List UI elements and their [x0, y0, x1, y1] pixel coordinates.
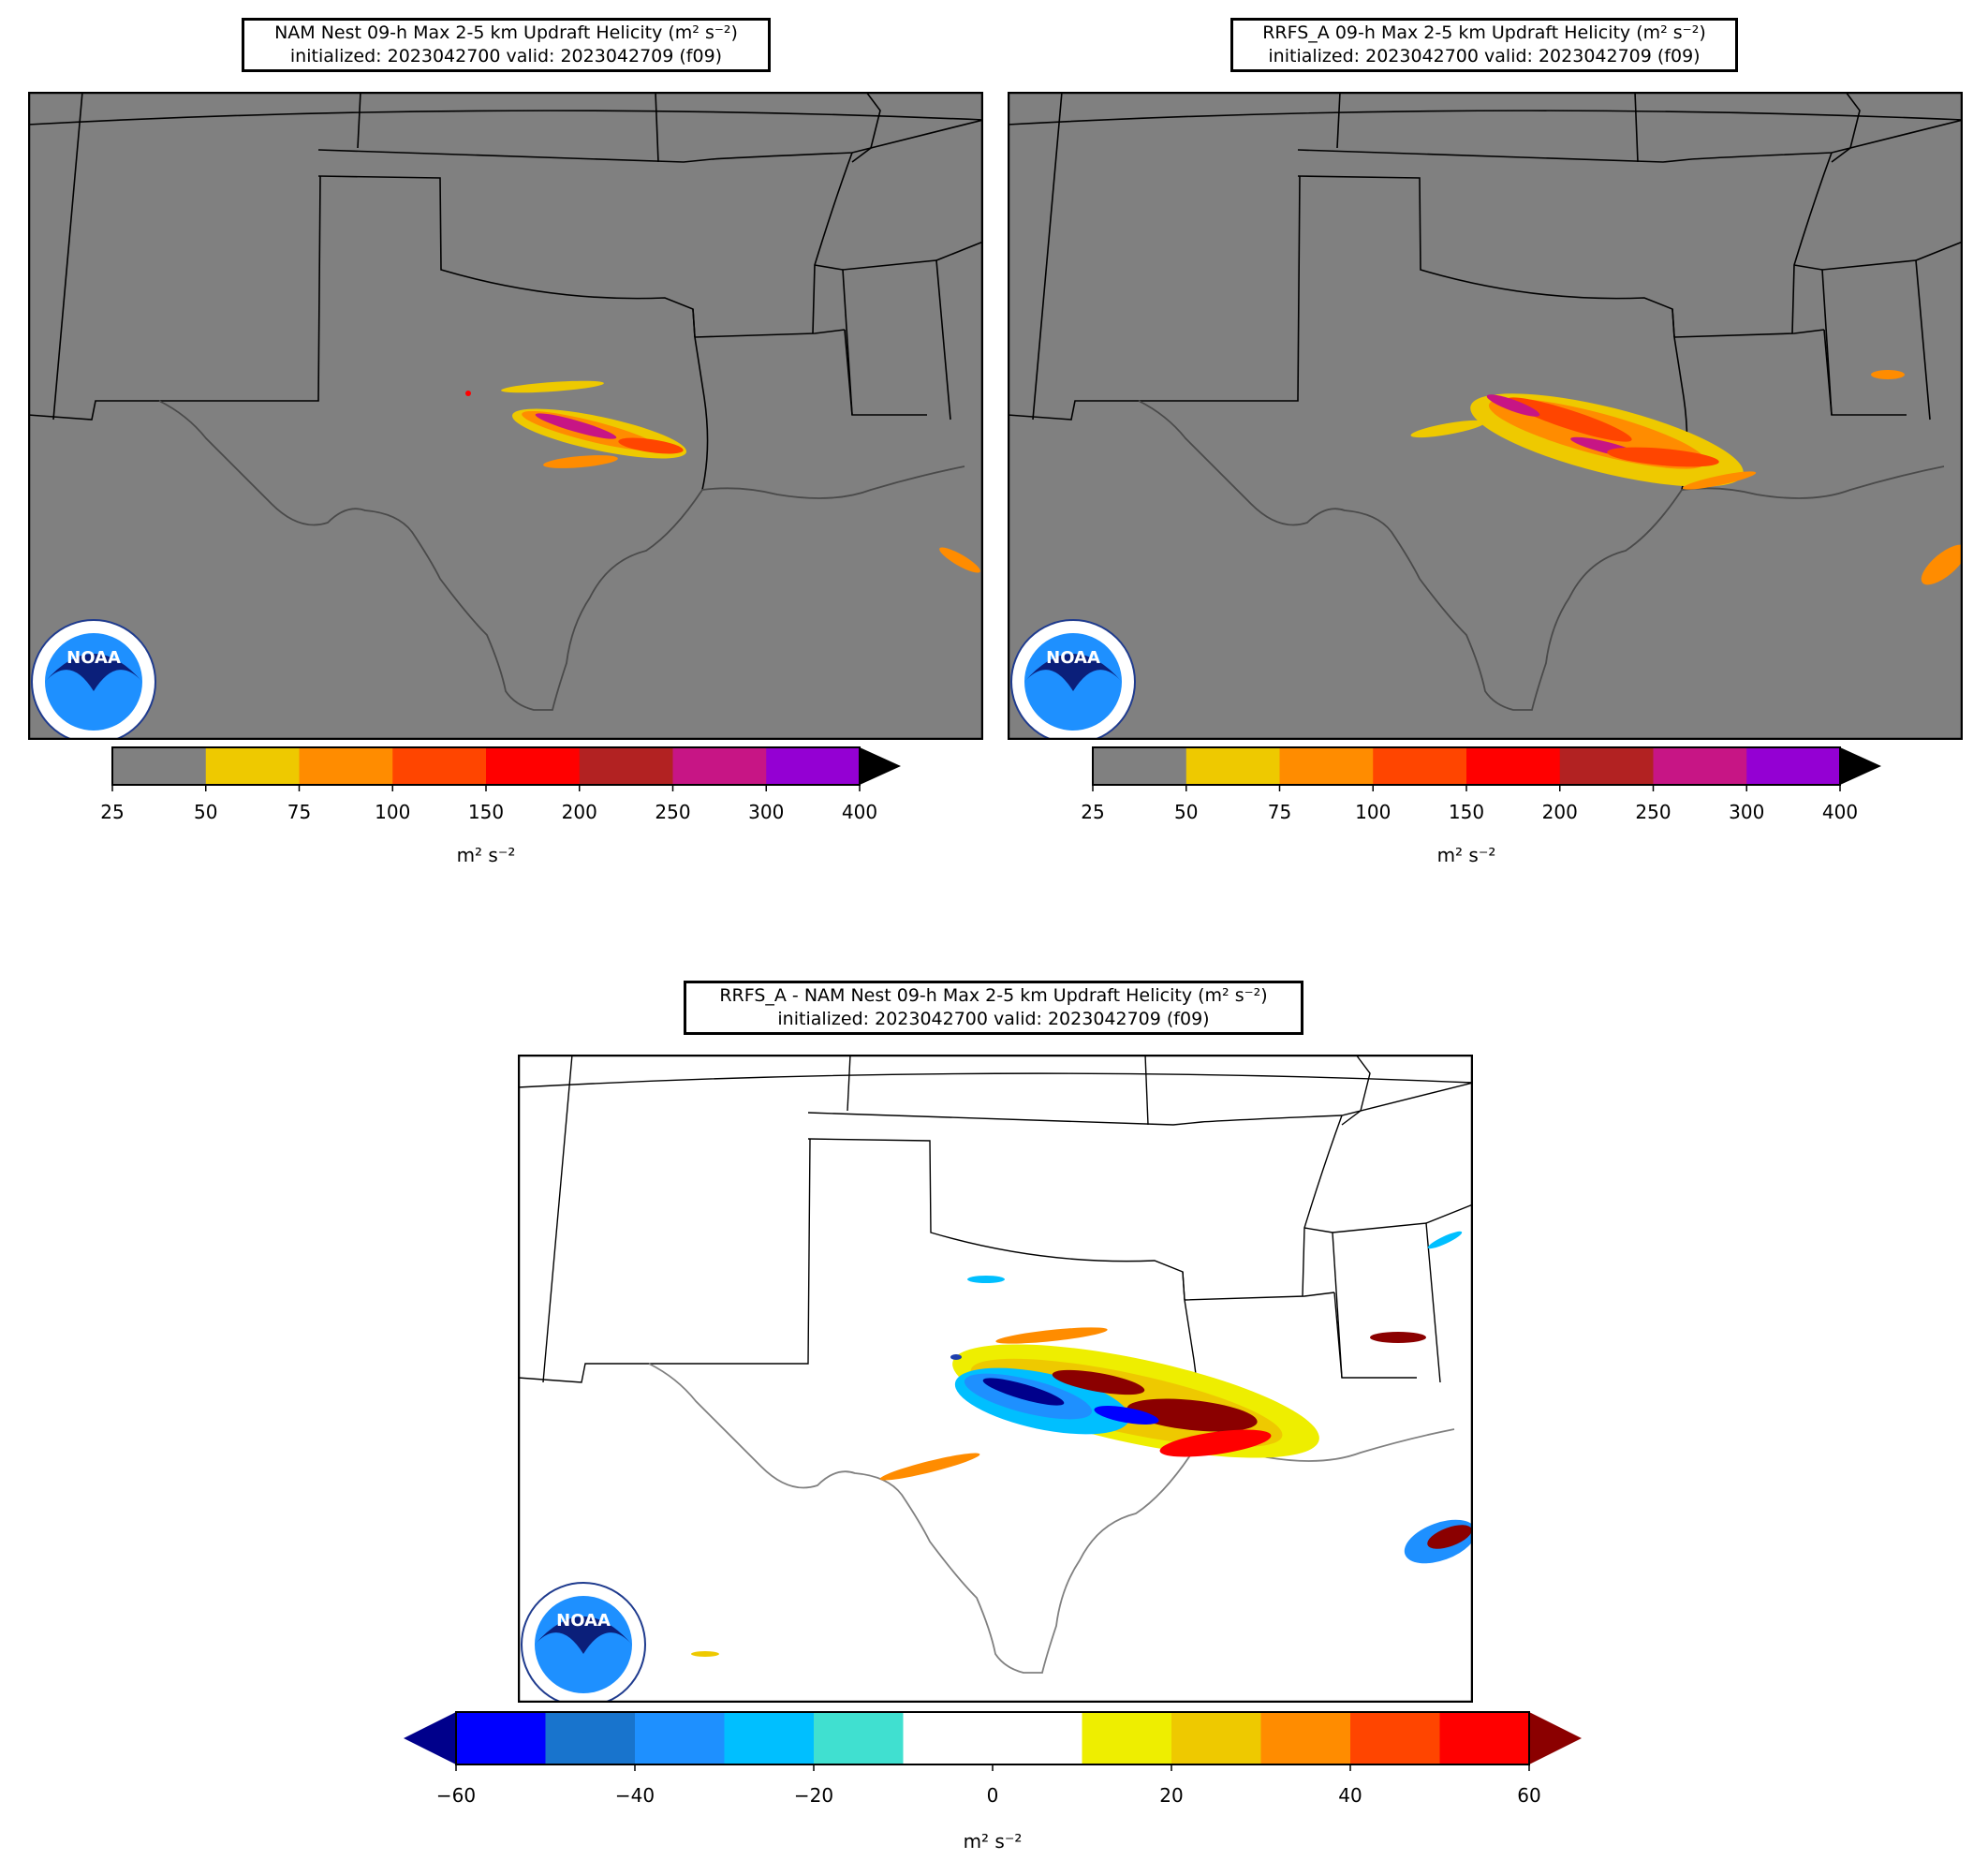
colorbar-swatch — [635, 1712, 725, 1764]
colorbar-tick-label: 100 — [1355, 801, 1391, 823]
rrfs-helicity-field — [1410, 370, 1963, 585]
colorbar-swatch — [1350, 1712, 1440, 1764]
colorbar-swatch — [1279, 747, 1374, 785]
colorbar-swatch — [1746, 747, 1841, 785]
rrfs-texas-outline — [1138, 400, 1945, 711]
nam-colorbar-ticks: 25 50 75 100 150 200 250 300 400 — [100, 785, 877, 823]
colorbar-swatch — [672, 747, 767, 785]
colorbar-swatch — [1082, 1712, 1172, 1764]
nam-colorbar-unit: m² s⁻² — [457, 844, 516, 866]
diff-state-borders — [518, 1055, 1473, 1454]
colorbar-tick-label: 20 — [1159, 1784, 1183, 1807]
colorbar-swatch — [1185, 747, 1280, 785]
colorbar-swatch — [993, 1712, 1082, 1764]
colorbar-tick-label: 200 — [562, 801, 597, 823]
diff-title: RRFS_A - NAM Nest 09-h Max 2-5 km Updraf… — [684, 981, 1303, 1035]
svg-text:NOAA: NOAA — [556, 1611, 611, 1631]
nam-title-line2: initialized: 2023042700 valid: 202304270… — [289, 46, 723, 66]
colorbar-tick-label: −60 — [436, 1784, 476, 1807]
nam-texas-outline — [158, 400, 965, 711]
rrfs-colorbar-ticks: 25 50 75 100 150 200 250 300 400 — [1081, 785, 1858, 823]
colorbar-tick-label: 250 — [655, 801, 690, 823]
diff-colorbar-extend-low — [404, 1712, 456, 1764]
colorbar-swatch — [1466, 747, 1561, 785]
diff-noaa-logo: NOAA — [521, 1582, 646, 1703]
rrfs-map: NOAA — [1008, 92, 1963, 740]
diff-colorbar-swatches — [456, 1712, 1530, 1764]
colorbar-tick-label: 300 — [1729, 801, 1764, 823]
colorbar-swatch — [903, 1712, 994, 1764]
colorbar-tick-label: 25 — [100, 801, 124, 823]
colorbar-tick-label: 400 — [842, 801, 877, 823]
colorbar-tick-label: 200 — [1542, 801, 1578, 823]
nam-colorbar-extend-arrow — [860, 747, 901, 785]
colorbar-tick-label: 50 — [1174, 801, 1198, 823]
colorbar-swatch — [545, 1712, 636, 1764]
colorbar-swatch — [1653, 747, 1747, 785]
colorbar-tick-label: 250 — [1635, 801, 1671, 823]
nam-title: NAM Nest 09-h Max 2-5 km Updraft Helicit… — [242, 18, 771, 72]
rrfs-title-line2: initialized: 2023042700 valid: 202304270… — [1268, 46, 1701, 66]
nam-colorbar-swatches — [112, 747, 861, 785]
colorbar-tick-label: −40 — [615, 1784, 655, 1807]
colorbar-swatch — [766, 747, 861, 785]
colorbar-swatch — [299, 747, 393, 785]
nam-map-background — [28, 92, 983, 740]
diff-colorbar: −60 −40 −20 0 20 40 60 m² s⁻² — [404, 1711, 1582, 1853]
rrfs-colorbar-extend-arrow — [1840, 747, 1881, 785]
diff-colorbar-unit: m² s⁻² — [964, 1830, 1023, 1853]
rrfs-title-line1: RRFS_A 09-h Max 2-5 km Updraft Helicity … — [1262, 22, 1706, 43]
colorbar-tick-label: 150 — [1449, 801, 1484, 823]
colorbar-swatch — [1093, 747, 1187, 785]
colorbar-swatch — [814, 1712, 904, 1764]
rrfs-colorbar-swatches — [1093, 747, 1841, 785]
colorbar-tick-label: 50 — [194, 801, 217, 823]
colorbar-tick-label: 60 — [1517, 1784, 1540, 1807]
colorbar-swatch — [1559, 747, 1654, 785]
rrfs-colorbar-unit: m² s⁻² — [1437, 844, 1496, 866]
colorbar-tick-label: 150 — [468, 801, 504, 823]
diff-colorbar-ticks: −60 −40 −20 0 20 40 60 — [436, 1764, 1541, 1807]
svg-text:NOAA: NOAA — [1046, 648, 1100, 668]
colorbar-tick-label: 75 — [287, 801, 311, 823]
colorbar-tick-label: 25 — [1081, 801, 1104, 823]
colorbar-swatch — [1373, 747, 1467, 785]
diff-map: NOAA — [518, 1055, 1473, 1703]
diff-title-line1: RRFS_A - NAM Nest 09-h Max 2-5 km Updraf… — [719, 985, 1268, 1006]
diff-title-line2: initialized: 2023042700 valid: 202304270… — [777, 1009, 1210, 1029]
colorbar-swatch — [579, 747, 673, 785]
colorbar-swatch — [724, 1712, 815, 1764]
colorbar-tick-label: 400 — [1822, 801, 1858, 823]
diff-helicity-field — [691, 1231, 1473, 1657]
colorbar-swatch — [392, 747, 487, 785]
colorbar-tick-label: 75 — [1268, 801, 1291, 823]
colorbar-tick-label: −20 — [794, 1784, 833, 1807]
nam-helicity-field — [465, 380, 980, 573]
nam-map: NOAA — [28, 92, 983, 740]
nam-state-borders — [28, 92, 983, 491]
colorbar-swatch — [456, 1712, 546, 1764]
svg-text:NOAA: NOAA — [66, 648, 121, 668]
colorbar-swatch — [1439, 1712, 1530, 1764]
diff-colorbar-extend-high — [1529, 1712, 1582, 1764]
colorbar-swatch — [1260, 1712, 1351, 1764]
colorbar-tick-label: 100 — [375, 801, 410, 823]
rrfs-title: RRFS_A 09-h Max 2-5 km Updraft Helicity … — [1230, 18, 1738, 72]
nam-noaa-logo: NOAA — [31, 619, 156, 740]
colorbar-tick-label: 300 — [748, 801, 784, 823]
colorbar-swatch — [1171, 1712, 1261, 1764]
rrfs-colorbar: 25 50 75 100 150 200 250 300 400 m² s⁻² — [1081, 746, 1881, 866]
colorbar-tick-label: 0 — [987, 1784, 999, 1807]
colorbar-swatch — [112, 747, 207, 785]
nam-title-line1: NAM Nest 09-h Max 2-5 km Updraft Helicit… — [274, 22, 738, 43]
colorbar-swatch — [205, 747, 300, 785]
colorbar-tick-label: 40 — [1338, 1784, 1362, 1807]
nam-colorbar: 25 50 75 100 150 200 250 300 400 m² s⁻² — [100, 746, 901, 866]
colorbar-swatch — [486, 747, 581, 785]
rrfs-noaa-logo: NOAA — [1010, 619, 1136, 740]
rrfs-state-borders — [1008, 92, 1963, 491]
